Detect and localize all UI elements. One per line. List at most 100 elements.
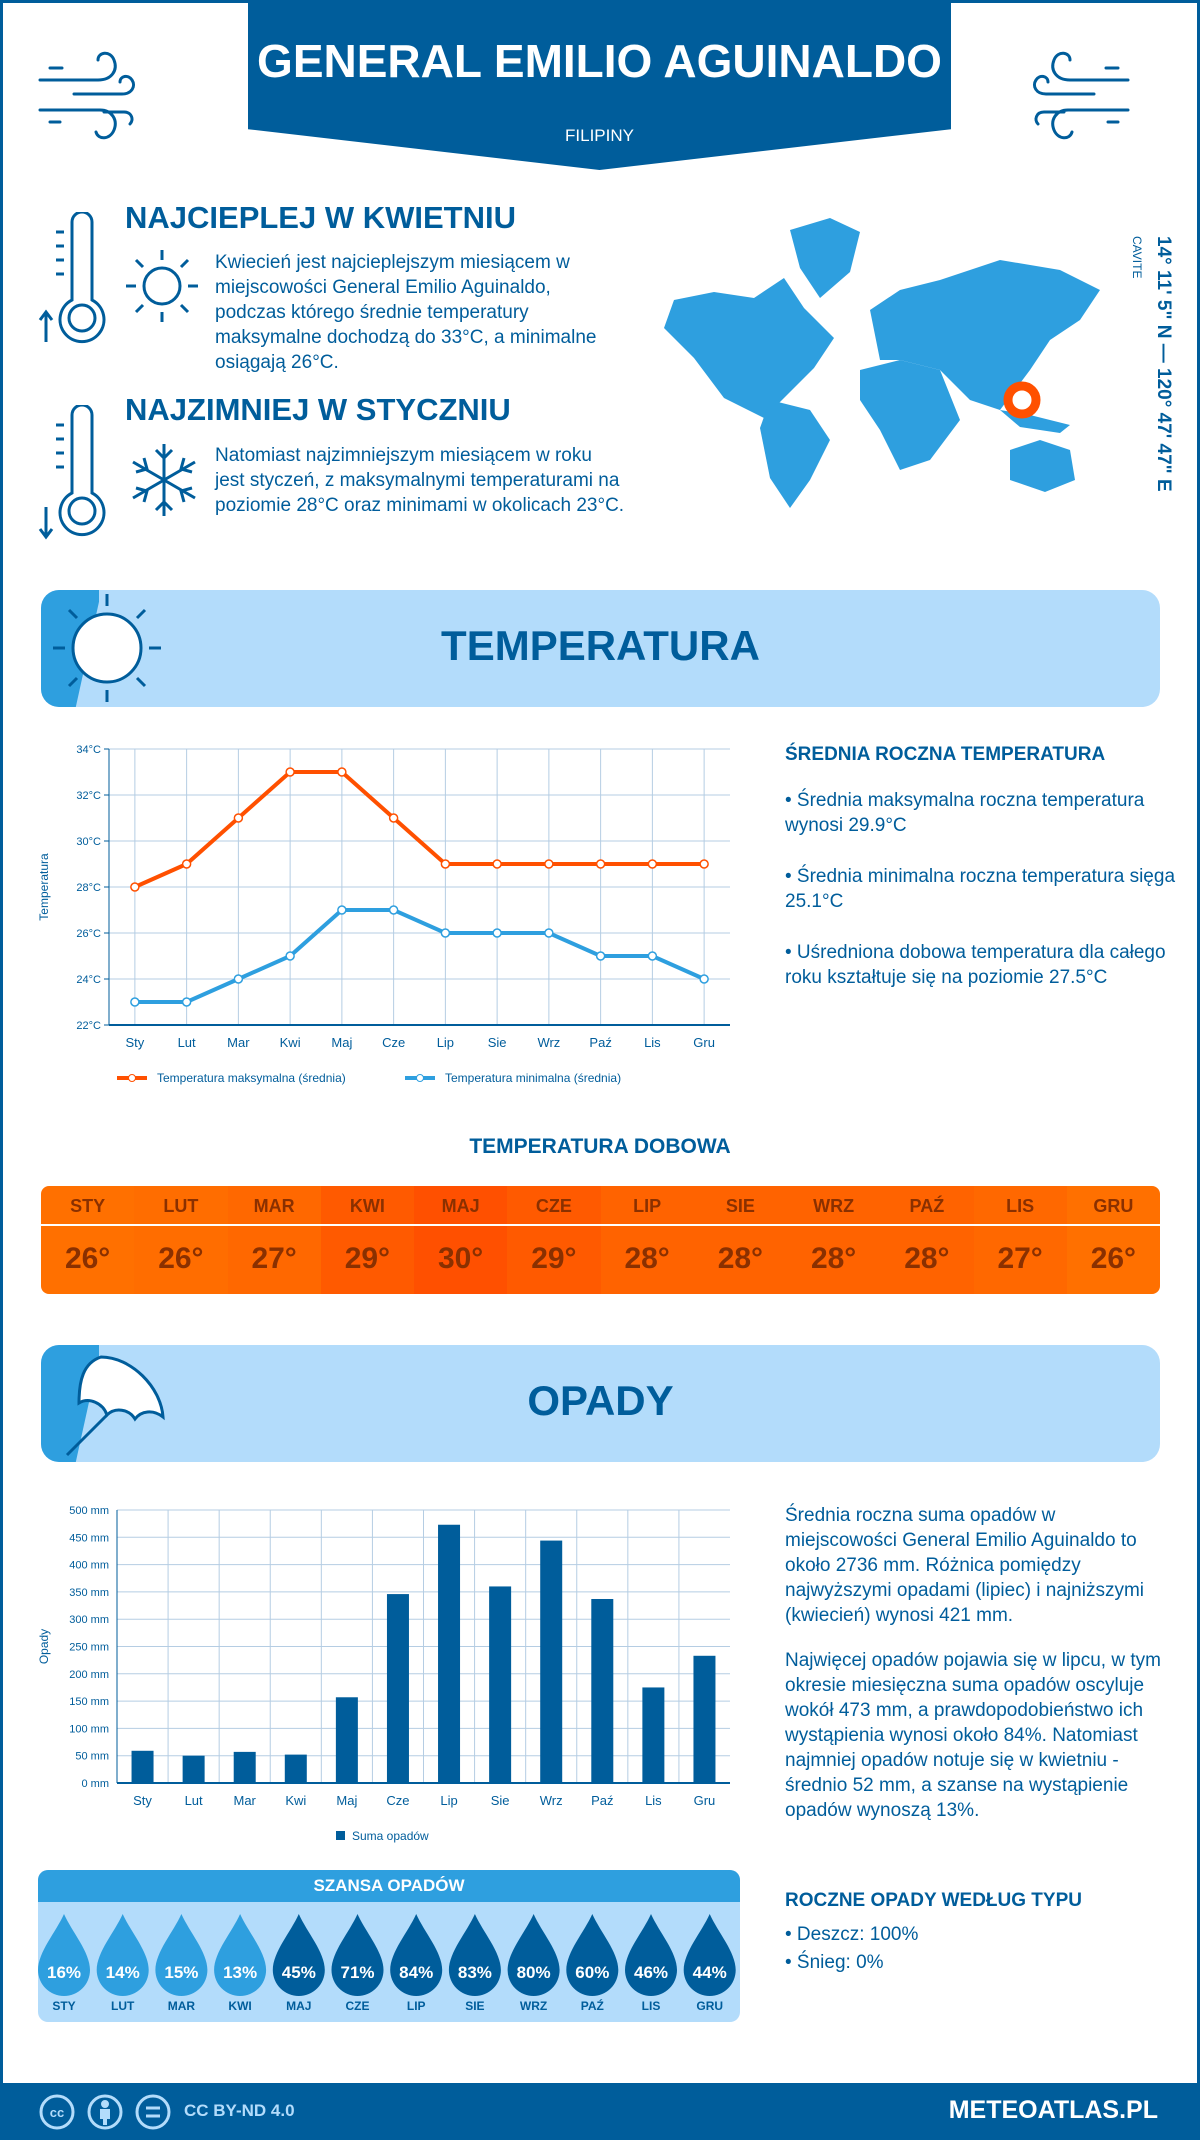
y-axis-label: Opady — [37, 1629, 51, 1664]
coldest-title: NAJZIMNIEJ W STYCZNIU — [125, 392, 511, 427]
chance-value: 13% — [223, 1963, 257, 1982]
data-point — [388, 813, 399, 823]
y-tick-label: 26°C — [76, 928, 101, 940]
bar — [693, 1655, 716, 1783]
raindrop-icon — [272, 1914, 325, 1996]
raindrop-icon — [38, 1914, 90, 1996]
x-tick-label: Mar — [234, 1793, 257, 1808]
month-label: LIP — [600, 1186, 694, 1226]
x-tick-label: Mar — [227, 1035, 250, 1050]
x-tick-label: Lip — [437, 1035, 454, 1050]
series-line — [134, 908, 705, 1004]
month-label: LIS — [642, 1999, 661, 2013]
x-tick-label: Kwi — [280, 1035, 301, 1050]
y-tick-label: 400 mm — [69, 1560, 109, 1572]
temp-bullet-avg: • Uśredniona dobowa temperatura dla całe… — [785, 942, 1166, 988]
x-tick-label: Lis — [644, 1035, 661, 1050]
x-tick-label: Gru — [694, 1793, 716, 1808]
bar — [540, 1540, 563, 1783]
temperature-value: 27° — [251, 1242, 297, 1275]
temperature-value: 27° — [997, 1242, 1043, 1275]
cc-license-icons: cc — [39, 2094, 171, 2130]
y-tick-label: 300 mm — [69, 1614, 109, 1626]
month-label: LUT — [111, 1999, 135, 2013]
month-label: STY — [52, 1999, 75, 2013]
month-label: STY — [41, 1186, 135, 1226]
y-axis-label: Temperatura — [37, 853, 51, 921]
x-tick-label: Lut — [178, 1035, 196, 1050]
y-tick-label: 100 mm — [69, 1723, 109, 1735]
data-point — [130, 997, 140, 1007]
data-point — [285, 951, 295, 961]
chance-value: 15% — [164, 1963, 198, 1982]
sun-icon — [126, 250, 198, 322]
data-point — [699, 859, 709, 869]
y-tick-label: 250 mm — [69, 1642, 109, 1654]
thermometer-hot-icon — [38, 212, 106, 344]
daily-column: STY 26° — [41, 1186, 135, 1294]
raindrop-icon — [214, 1914, 267, 1996]
raindrop-icon — [155, 1914, 208, 1996]
legend-marker — [416, 1074, 424, 1082]
y-tick-label: 200 mm — [69, 1669, 109, 1681]
precip-type-snow: • Śnieg: 0% — [785, 1952, 884, 1973]
x-tick-label: Lis — [645, 1793, 662, 1808]
data-point — [337, 767, 347, 777]
daily-column: MAR 27° — [227, 1186, 321, 1294]
x-tick-label: Kwi — [285, 1793, 306, 1808]
svg-text:cc: cc — [50, 2105, 64, 2120]
page-title: GENERAL EMILIO AGUINALDO — [257, 35, 942, 87]
x-tick-label: Lip — [440, 1793, 457, 1808]
chance-value: 45% — [282, 1963, 316, 1982]
daily-temperature-table: STY 26° LUT 26° MAR 27° KWI 29° MAJ 30° CZE 29° LIP 2… — [41, 1186, 1160, 1294]
x-tick-label: Sie — [491, 1793, 510, 1808]
temperature-chart: 22°C 24°C 26°C 28°C 30°C 32°C 34°C Sty Lut Mar Kwi… — [37, 744, 730, 1085]
temperature-value: 28° — [624, 1242, 670, 1275]
month-label: PAŹ — [581, 1998, 604, 2013]
umbrella-icon — [65, 1355, 165, 1457]
raindrop-icon — [507, 1914, 560, 1996]
temp-summary-title: ŚREDNIA ROCZNA TEMPERATURA — [785, 744, 1106, 765]
month-label: WRZ — [520, 1999, 547, 2013]
precip-details: Najwięcej opadów pojawia się w lipcu, w … — [785, 1650, 1161, 1821]
daily-column: WRZ 28° — [787, 1186, 881, 1294]
wind-icon — [1032, 51, 1130, 140]
bar — [131, 1750, 154, 1783]
month-label: LIP — [407, 1999, 426, 2013]
temperature-title: TEMPERATURA — [441, 622, 760, 669]
legend-label: Suma opadów — [352, 1829, 429, 1843]
temperature-value: 28° — [717, 1242, 764, 1275]
data-point — [337, 905, 347, 915]
y-tick-label: 30°C — [76, 836, 101, 848]
chance-drops: 16% STY 14% LUT 15% MAR 13% KWI 45% MAJ 71% CZE 84% L… — [38, 1914, 736, 2013]
header-banner — [248, 0, 951, 170]
legend-swatch — [336, 1831, 345, 1840]
thermometer-cold-icon — [38, 405, 106, 540]
series-line — [134, 770, 705, 889]
y-tick-label: 32°C — [76, 790, 101, 802]
month-label: SIE — [465, 1999, 484, 2013]
y-tick-label: 0 mm — [82, 1778, 110, 1790]
hottest-title: NAJCIEPLEJ W KWIETNIU — [125, 200, 516, 235]
precip-type-rain: • Deszcz: 100% — [785, 1924, 919, 1945]
bar — [233, 1751, 256, 1783]
y-tick-label: 450 mm — [69, 1532, 109, 1544]
legend-label: Temperatura minimalna (średnia) — [445, 1071, 621, 1085]
brand-link[interactable]: METEOATLAS.PL — [948, 2096, 1158, 2124]
precipitation-banner: OPADY — [41, 1345, 1160, 1462]
wind-icon — [38, 51, 136, 140]
month-label: MAR — [168, 1999, 196, 2013]
temp-bullet-max: • Średnia maksymalna roczna temperatura … — [785, 790, 1145, 836]
month-label: MAJ — [286, 1999, 311, 2013]
y-tick-label: 34°C — [76, 744, 101, 756]
footer: cc CC BY-ND 4.0 METEOATLAS.PL — [0, 2083, 1200, 2140]
precip-type-title: ROCZNE OPADY WEDŁUG TYPU — [785, 1890, 1082, 1911]
bar — [591, 1598, 614, 1783]
bar — [642, 1687, 665, 1783]
temperature-value: 29° — [531, 1242, 577, 1275]
month-label: PAŹ — [880, 1186, 974, 1226]
snowflake-icon — [132, 444, 196, 516]
country-label: FILIPINY — [565, 126, 634, 145]
raindrop-icon — [625, 1914, 677, 1996]
data-point — [440, 859, 451, 869]
